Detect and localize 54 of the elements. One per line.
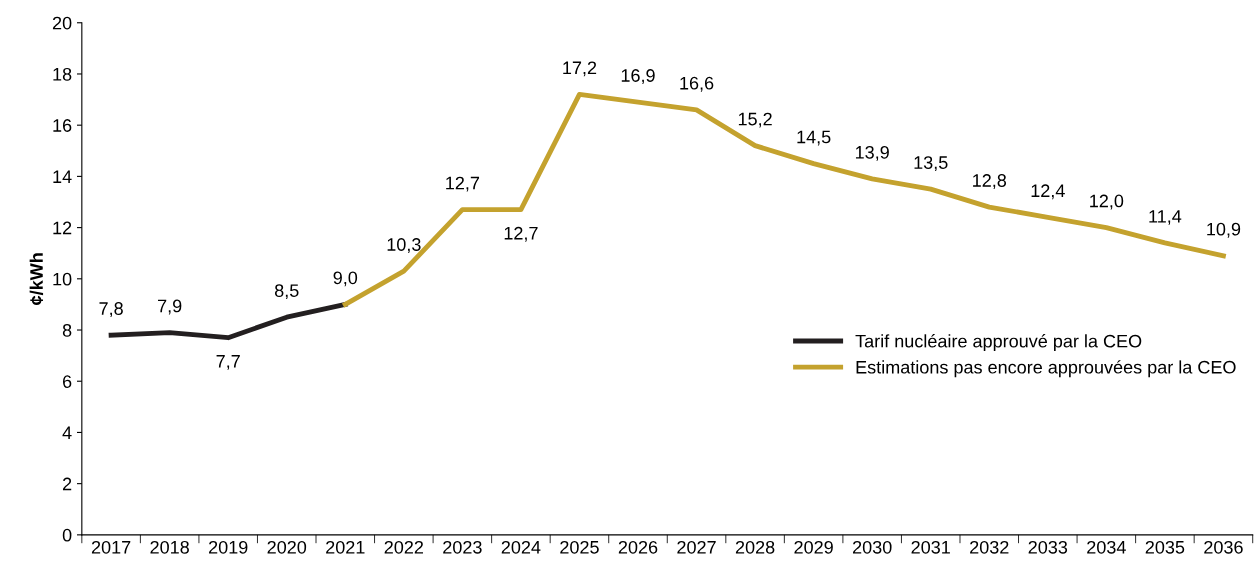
x-tick-label: 2023	[443, 540, 482, 554]
x-tick-label: 2017	[91, 540, 131, 554]
data-label: 12,0	[1090, 194, 1124, 210]
y-tick-label: 16	[53, 119, 72, 132]
x-tick-label: 2033	[1028, 540, 1068, 554]
y-tick-label: 8	[62, 323, 72, 337]
data-label: 7,7	[216, 355, 240, 370]
data-label: 13,5	[914, 156, 948, 172]
y-tick-label: 12	[53, 221, 72, 235]
data-label: 12,7	[504, 226, 538, 242]
data-label: 13,9	[855, 145, 889, 161]
y-tick-label: 18	[53, 67, 72, 81]
data-label: 14,5	[797, 130, 831, 146]
y-tick-label: 14	[53, 170, 72, 183]
x-tick-label: 2024	[501, 540, 541, 554]
x-tick-label: 2020	[267, 540, 307, 554]
legend-label: Tarif nucléaire approuvé par la CEO	[855, 334, 1142, 352]
legend-label: Estimations pas encore approuvées par la CEO	[856, 360, 1236, 378]
data-label: 7,9	[158, 299, 182, 315]
data-label: 7,8	[99, 302, 123, 318]
x-tick-label: 2034	[1087, 540, 1126, 554]
x-tick-label: 2019	[209, 540, 248, 554]
x-tick-label: 2036	[1204, 540, 1243, 554]
data-label: 11,4	[1149, 210, 1182, 225]
x-tick-label: 2022	[384, 540, 423, 554]
data-label: 15,2	[738, 112, 772, 128]
data-label: 12,4	[1031, 184, 1065, 200]
x-tick-label: 2025	[560, 540, 599, 554]
y-tick-label: 0	[62, 528, 72, 542]
x-tick-label: 2032	[970, 540, 1009, 554]
y-tick-label: 10	[53, 272, 72, 286]
x-tick-label: 2030	[853, 540, 892, 554]
x-tick-label: 2035	[1145, 540, 1185, 554]
data-label: 17,2	[563, 61, 597, 77]
data-label: 12,8	[973, 174, 1007, 190]
data-label: 8,5	[274, 284, 299, 300]
y-axis-title: ¢/kWh	[29, 253, 44, 305]
y-tick-label: 6	[62, 375, 72, 388]
data-label: 10,9	[1207, 222, 1241, 238]
data-label: 16,6	[680, 76, 714, 92]
x-tick-label: 2026	[618, 540, 658, 554]
x-tick-label: 2021	[326, 540, 365, 554]
x-tick-label: 2018	[150, 540, 189, 554]
y-tick-label: 20	[52, 16, 72, 30]
x-tick-label: 2027	[677, 540, 716, 554]
data-label: 10,3	[387, 238, 421, 254]
x-tick-label: 2029	[794, 540, 833, 554]
y-tick-label: 4	[62, 426, 72, 439]
data-label: 12,7	[446, 176, 480, 192]
data-label: 9,0	[333, 271, 358, 287]
y-tick-label: 2	[62, 477, 72, 491]
x-tick-label: 2028	[735, 540, 775, 554]
data-label: 16,9	[621, 69, 655, 85]
x-tick-label: 2031	[911, 540, 950, 554]
